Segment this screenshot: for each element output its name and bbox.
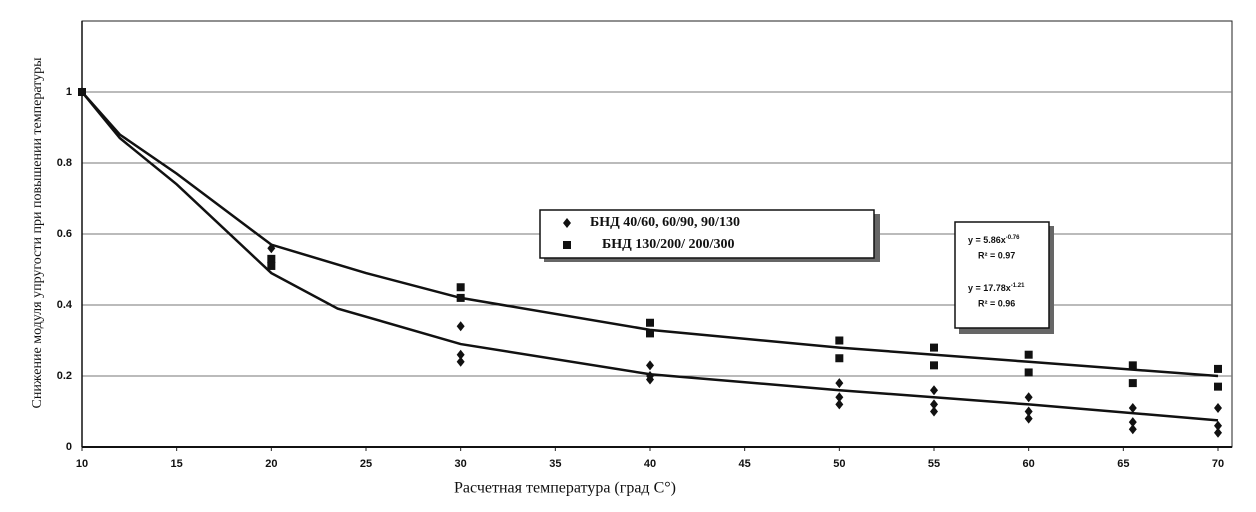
square-marker: [456, 293, 465, 302]
diamond-marker: [456, 356, 465, 367]
legend-label: БНД 130/200/ 200/300: [602, 237, 734, 252]
y-axis-label: Снижение модуля упругости при повышении …: [30, 57, 45, 409]
diamond-marker: [1214, 402, 1222, 413]
diamond-marker: [1128, 424, 1137, 435]
trend-line: [81, 91, 1219, 422]
square-marker: [267, 261, 276, 270]
square-marker: [1214, 364, 1222, 373]
x-axis-label: Расчетная температура (град С°): [454, 480, 676, 497]
square-marker: [563, 241, 571, 249]
x-tick-label: 30: [455, 458, 467, 470]
equation: y = 17.78x-1.21: [968, 283, 1025, 294]
diamond-marker: [563, 218, 571, 228]
plot-area: 0 0.2 0.4 0.6 0.8 1 10 15 20 25 30 35 40 45 50 55 60 65 70: [57, 20, 1233, 470]
equation-exponent: -1.21: [1011, 283, 1025, 289]
diamond-marker: [456, 349, 465, 360]
diamond-marker: [267, 243, 276, 254]
equation-exponent: -0.76: [1006, 235, 1020, 241]
x-tick-label: 10: [76, 458, 88, 470]
square-marker: [646, 318, 654, 327]
diamond-marker: [1024, 413, 1033, 424]
square-marker: [835, 336, 844, 345]
diamond-marker: [1024, 406, 1033, 417]
diamond-marker: [646, 360, 654, 371]
diamond-marker: [930, 399, 938, 410]
square-marker: [78, 88, 86, 96]
legend: БНД 40/60, 60/90, 90/130 БНД 130/200/ 200…: [539, 209, 880, 262]
x-tick-label: 55: [928, 458, 940, 470]
x-tick-label: 60: [1023, 458, 1035, 470]
legend-label: БНД 40/60, 60/90, 90/130: [590, 215, 740, 230]
diamond-marker: [835, 392, 844, 403]
equation-frame: [954, 221, 1050, 329]
diamond-marker: [835, 399, 844, 410]
square-marker: [267, 254, 276, 263]
y-tick-label: 0.2: [57, 370, 72, 382]
equation-text: y = 17.78x: [968, 283, 1011, 293]
x-tick-label: 20: [265, 458, 277, 470]
y-tick-label: 0.4: [57, 299, 73, 311]
y-tick-label: 1: [66, 86, 72, 98]
square-marker: [646, 329, 654, 338]
square-marker: [1024, 368, 1033, 377]
y-tick-label: 0.6: [57, 228, 72, 240]
equation-text: y = 5.86x: [968, 235, 1006, 245]
diamond-marker: [930, 406, 938, 417]
y-tick-label: 0.8: [57, 157, 72, 169]
x-tick-label: 25: [360, 458, 372, 470]
x-tick-label: 15: [171, 458, 183, 470]
square-marker: [1128, 379, 1137, 388]
x-tick-label: 65: [1117, 458, 1129, 470]
diamond-marker: [1128, 417, 1137, 428]
diamond-marker: [646, 374, 654, 385]
diamond-marker: [835, 378, 844, 389]
r-squared: R² = 0.97: [978, 250, 1015, 260]
square-marker: [930, 361, 938, 370]
diamond-marker: [1128, 402, 1137, 413]
x-tick-label: 40: [644, 458, 656, 470]
x-tick-label: 70: [1212, 458, 1224, 470]
r-squared: R² = 0.96: [978, 298, 1015, 308]
square-marker: [835, 354, 844, 363]
diamond-marker: [1214, 420, 1222, 431]
equation: y = 5.86x-0.76: [968, 235, 1020, 246]
x-tick-label: 35: [549, 458, 561, 470]
legend-box: [539, 209, 875, 259]
x-tick-label: 50: [833, 458, 845, 470]
equation-box: y = 5.86x-0.76 R² = 0.97 y = 17.78x-1.21 R²…: [954, 221, 1054, 334]
square-marker: [1024, 350, 1033, 359]
x-tick-label: 45: [739, 458, 751, 470]
diamond-marker: [456, 321, 465, 332]
square-marker: [1128, 361, 1137, 370]
trend-line: [81, 91, 1219, 378]
square-marker: [456, 283, 465, 292]
y-tick-label: 0: [66, 441, 72, 453]
diamond-marker: [1024, 392, 1033, 403]
square-marker: [1214, 382, 1222, 391]
diamond-marker: [930, 385, 938, 396]
diamond-marker: [1214, 427, 1222, 438]
square-marker: [930, 343, 938, 352]
